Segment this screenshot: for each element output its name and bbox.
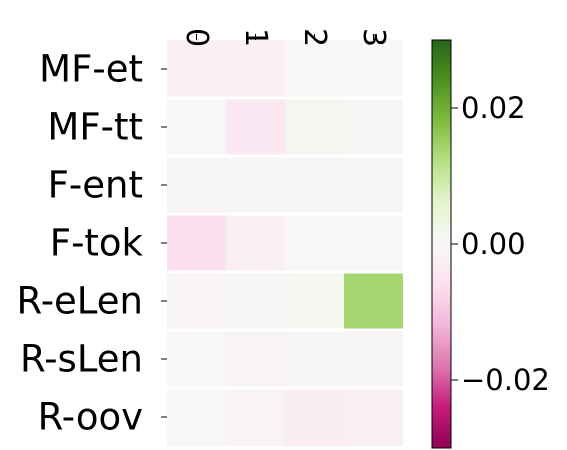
heatmap-cell-MF-et-1	[226, 40, 285, 98]
heatmap-cells	[167, 40, 403, 446]
heatmap-cell-R-sLen-1	[226, 330, 285, 388]
heatmap-cell-F-tok-1	[226, 214, 285, 272]
heatmap-cell-R-eLen-1	[226, 272, 285, 330]
heatmap-cell-F-ent-0	[167, 156, 226, 214]
heatmap-cell-MF-et-2	[285, 40, 344, 98]
heatmap-cell-R-eLen-0	[167, 272, 226, 330]
colorbar-tick-label: −0.02	[461, 363, 550, 397]
heatmap-cell-F-ent-1	[226, 156, 285, 214]
y-tick-label: F-ent	[48, 164, 143, 207]
x-tick-label: 0	[179, 28, 214, 47]
heatmap-cell-R-oov-1	[226, 388, 285, 446]
y-tick-label: R-sLen	[20, 338, 143, 381]
colorbar: −0.02 0.00 0.02	[431, 39, 550, 449]
heatmap-cell-F-ent-3	[344, 156, 403, 214]
heatmap-cell-F-ent-2	[285, 156, 344, 214]
heatmap-cell-R-sLen-3	[344, 330, 403, 388]
heatmap-cell-MF-tt-2	[285, 98, 344, 156]
y-tick-labels: MF-et MF-tt F-ent F-tok R-eLen R-sLen R-oov	[16, 48, 167, 439]
y-tick-label: R-eLen	[16, 280, 143, 323]
y-tick-label: F-tok	[50, 222, 144, 265]
heatmap-cell-MF-tt-1	[226, 98, 285, 156]
heatmap-cell-F-tok-0	[167, 214, 226, 272]
y-tick-label: R-oov	[38, 396, 143, 439]
heatmap-cell-R-sLen-0	[167, 330, 226, 388]
x-tick-labels: 0 1 2 3	[179, 28, 391, 47]
heatmap-cell-MF-tt-3	[344, 98, 403, 156]
heatmap-cell-R-oov-0	[167, 388, 226, 446]
colorbar-gradient	[431, 39, 452, 449]
colorbar-tick-label: 0.00	[461, 227, 526, 261]
heatmap-cell-R-oov-2	[285, 388, 344, 446]
heatmap-cell-F-tok-2	[285, 214, 344, 272]
heatmap-cell-R-oov-3	[344, 388, 403, 446]
x-tick-label: 1	[238, 28, 273, 47]
heatmap-cell-R-sLen-2	[285, 330, 344, 388]
heatmap-cell-MF-tt-0	[167, 98, 226, 156]
x-tick-label: 2	[297, 28, 332, 47]
heatmap-cell-F-tok-3	[344, 214, 403, 272]
x-tick-label: 3	[356, 28, 391, 47]
colorbar-tick-label: 0.02	[461, 91, 526, 125]
heatmap-cell-MF-et-0	[167, 40, 226, 98]
heatmap-cell-MF-et-3	[344, 40, 403, 98]
heatmap-cell-R-eLen-3	[344, 272, 403, 330]
y-tick-label: MF-tt	[47, 106, 143, 149]
y-tick-label: MF-et	[39, 48, 143, 91]
heatmap-cell-R-eLen-2	[285, 272, 344, 330]
